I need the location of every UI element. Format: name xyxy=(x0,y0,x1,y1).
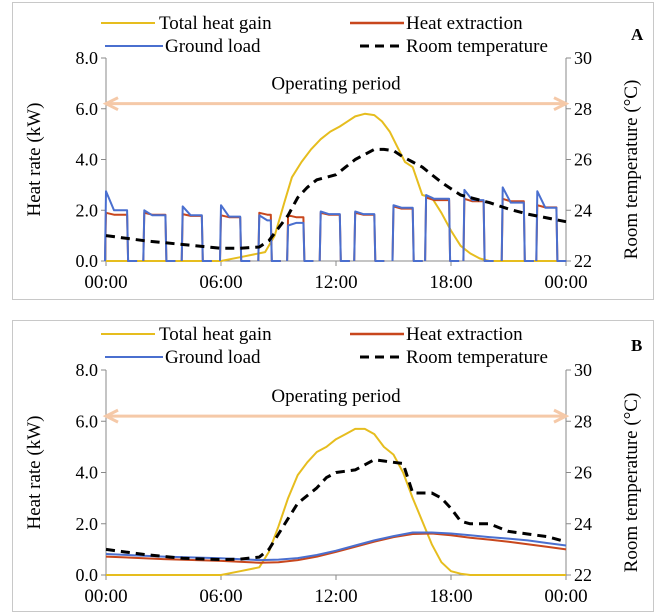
x-tick-label: 00:00 xyxy=(84,586,127,607)
chart-a-svg: Total heat gain Heat extraction Ground loa… xyxy=(24,13,644,293)
x-tick-label: 18:00 xyxy=(429,272,472,293)
y2-tick-label: 28 xyxy=(574,411,592,431)
legend-label-ground_load: Ground load xyxy=(165,347,261,368)
y-tick-label: 2.0 xyxy=(76,514,99,534)
y-tick-label: 8.0 xyxy=(76,48,99,68)
operating-period-arrow xyxy=(102,96,570,112)
legend: Total heat gain Heat extraction Ground loa… xyxy=(101,324,548,368)
legend-label-heat_extraction: Heat extraction xyxy=(406,13,523,34)
legend-label-ground_load: Ground load xyxy=(165,36,261,57)
y-axis-title: Heat rate (kW) xyxy=(24,103,45,217)
x-tick-label: 18:00 xyxy=(429,586,472,607)
series-line-total_heat_gain xyxy=(106,427,566,576)
y2-tick-label: 26 xyxy=(574,150,592,170)
y2-tick-label: 28 xyxy=(574,99,592,119)
y-tick-label: 2.0 xyxy=(76,200,99,220)
x-tick-label: 06:00 xyxy=(199,586,242,607)
x-tick-label: 12:00 xyxy=(314,586,357,607)
y2-tick-label: 22 xyxy=(574,251,592,271)
series-line-ground_load xyxy=(105,531,567,562)
series-line-heat_extraction xyxy=(105,532,567,564)
legend-label-total_heat_gain: Total heat gain xyxy=(159,324,272,345)
series-line-heat_extraction xyxy=(104,196,567,262)
legend-label-room_temperature: Room temperature xyxy=(406,36,548,57)
legend-label-room_temperature: Room temperature xyxy=(406,347,548,368)
series-line-room_temperature xyxy=(105,458,567,562)
legend-label-heat_extraction: Heat extraction xyxy=(406,324,523,345)
y2-tick-label: 24 xyxy=(574,514,592,534)
y-tick-label: 0.0 xyxy=(76,565,99,585)
y2-axis-title: Room temperature (°C) xyxy=(621,393,642,573)
operating-period-arrow xyxy=(102,408,570,424)
chart-panel-b: Total heat gain Heat extraction Ground loa… xyxy=(12,320,654,612)
panel-label: B xyxy=(631,336,642,355)
y2-tick-label: 22 xyxy=(574,565,592,585)
x-tick-label: 00:00 xyxy=(84,272,127,293)
y-tick-label: 0.0 xyxy=(76,251,99,271)
x-tick-label: 12:00 xyxy=(314,272,357,293)
series-line-ground_load xyxy=(104,186,567,262)
y2-tick-label: 24 xyxy=(574,200,592,220)
y-axis-title: Heat rate (kW) xyxy=(24,416,45,530)
y-tick-label: 6.0 xyxy=(76,411,99,431)
x-tick-label: 00:00 xyxy=(544,272,587,293)
chart-panel-a: Total heat gain Heat extraction Ground loa… xyxy=(12,2,654,300)
x-tick-label: 00:00 xyxy=(544,586,587,607)
y-tick-label: 4.0 xyxy=(76,150,99,170)
legend-label-total_heat_gain: Total heat gain xyxy=(159,13,272,34)
y2-tick-label: 26 xyxy=(574,463,592,483)
y-tick-label: 6.0 xyxy=(76,99,99,119)
y2-tick-label: 30 xyxy=(574,360,592,380)
x-tick-label: 06:00 xyxy=(199,272,242,293)
operating-period-arrowhead-right xyxy=(553,96,570,112)
y-tick-label: 8.0 xyxy=(76,360,99,380)
operating-period-arrowhead-right xyxy=(553,408,570,424)
legend: Total heat gain Heat extraction Ground loa… xyxy=(101,13,548,57)
series-line-total_heat_gain xyxy=(106,112,566,262)
operating-period-label: Operating period xyxy=(271,386,401,407)
panel-label: A xyxy=(631,25,644,44)
operating-period-label: Operating period xyxy=(271,74,401,95)
y-tick-label: 4.0 xyxy=(76,463,99,483)
y2-axis-title: Room temperature (°C) xyxy=(621,80,642,260)
operating-period-arrowhead-left xyxy=(102,408,119,424)
chart-b-svg: Total heat gain Heat extraction Ground loa… xyxy=(24,324,642,607)
y2-tick-label: 30 xyxy=(574,48,592,68)
operating-period-arrowhead-left xyxy=(102,96,119,112)
series-line-room_temperature xyxy=(105,147,567,250)
